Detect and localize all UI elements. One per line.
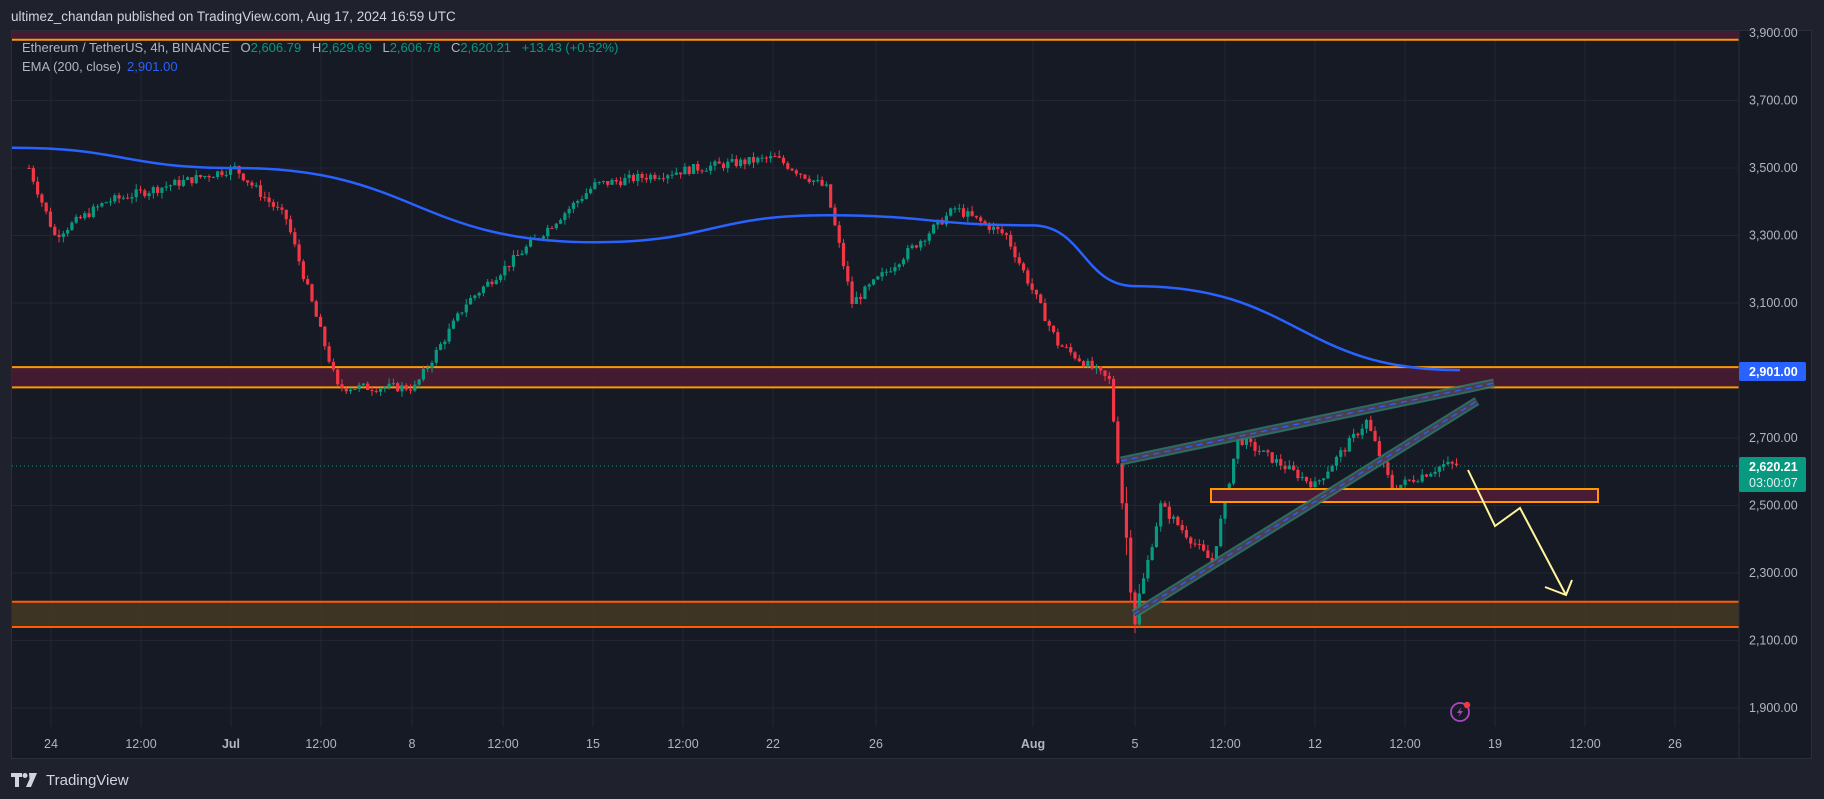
plot-area[interactable] [12, 29, 1739, 727]
candles [27, 150, 1459, 634]
current-price-badge: 2,620.21 03:00:07 [1739, 457, 1806, 492]
ema-price-badge: 2,901.00 [1739, 362, 1806, 381]
price-tick-label: 2,500.00 [1749, 499, 1798, 513]
support-zone-2200[interactable] [12, 600, 1739, 628]
time-tick-label: 26 [1668, 737, 1682, 751]
chart-legend: Ethereum / TetherUS, 4h, BINANCE O2,606.… [22, 38, 618, 76]
svg-text:2,901.00: 2,901.00 [1749, 365, 1798, 379]
time-tick-label: 12:00 [1389, 737, 1420, 751]
open-label: O [240, 40, 251, 55]
time-tick-label: 12:00 [1209, 737, 1240, 751]
tradingview-brand: TradingView [46, 771, 129, 789]
tradingview-logo-icon [11, 773, 37, 787]
time-tick-label: 8 [409, 737, 416, 751]
time-tick-label: Jul [222, 737, 240, 751]
time-tick-label: 5 [1132, 737, 1139, 751]
change-value: +13.43 (+0.52%) [521, 40, 619, 55]
close-label: C [450, 40, 461, 55]
low-value: 2,606.78 [389, 40, 441, 55]
ema-legend-row: EMA (200, close) 2,901.00 [22, 57, 618, 76]
price-tick-label: 2,300.00 [1749, 566, 1798, 580]
tradingview-footer: TradingView [11, 770, 129, 790]
time-tick-label: 12:00 [1569, 737, 1600, 751]
time-tick-label: 12 [1308, 737, 1322, 751]
price-tick-label: 1,900.00 [1749, 701, 1798, 715]
price-tick-label: 3,900.00 [1749, 26, 1798, 40]
ema-value: 2,901.00 [127, 59, 178, 74]
time-tick-label: 24 [44, 737, 58, 751]
symbol-legend-row: Ethereum / TetherUS, 4h, BINANCE O2,606.… [22, 38, 618, 57]
resistance-zone-2900[interactable] [12, 366, 1739, 389]
low-label: L [382, 40, 390, 55]
time-tick-label: 12:00 [487, 737, 518, 751]
price-axis[interactable]: 3,900.00 3,700.00 3,500.00 3,300.00 3,100.00… [1739, 26, 1806, 715]
high-label: H [311, 40, 322, 55]
price-tick-label: 3,100.00 [1749, 296, 1798, 310]
price-tick-label: 3,500.00 [1749, 161, 1798, 175]
wedge-upper-line[interactable] [1120, 378, 1495, 466]
ema-200-line[interactable] [12, 146, 1461, 372]
close-value: 2,620.21 [460, 40, 511, 55]
symbol-title[interactable]: Ethereum / TetherUS, 4h, BINANCE [22, 40, 230, 55]
time-tick-label: 19 [1488, 737, 1502, 751]
svg-text:2,620.21: 2,620.21 [1749, 460, 1798, 474]
wedge-lower-line[interactable] [1131, 397, 1480, 618]
time-tick-label: Aug [1021, 737, 1045, 751]
price-tick-label: 3,700.00 [1749, 94, 1798, 108]
time-tick-label: 22 [766, 737, 780, 751]
high-value: 2,629.69 [321, 40, 372, 55]
price-tick-label: 3,300.00 [1749, 229, 1798, 243]
top-resistance-zone[interactable] [12, 29, 1739, 41]
bearish-projection-arrow[interactable] [1467, 469, 1573, 597]
support-box-2540[interactable] [1210, 488, 1599, 503]
time-axis[interactable]: 24 12:00 Jul 12:00 8 12:00 15 12:00 22 26 Aug 5 12:0… [44, 737, 1682, 751]
ema-label[interactable]: EMA (200, close) [22, 59, 121, 74]
time-tick-label: 12:00 [667, 737, 698, 751]
svg-text:03:00:07: 03:00:07 [1749, 476, 1798, 490]
price-tick-label: 2,100.00 [1749, 634, 1798, 648]
price-tick-label: 2,700.00 [1749, 431, 1798, 445]
lightning-event-icon[interactable] [1450, 701, 1471, 722]
time-tick-label: 15 [586, 737, 600, 751]
time-tick-label: 12:00 [125, 737, 156, 751]
time-tick-label: 26 [869, 737, 883, 751]
published-info: ultimez_chandan published on TradingView… [11, 9, 456, 24]
chart-pane[interactable] [11, 30, 1812, 759]
time-tick-label: 12:00 [305, 737, 336, 751]
open-value: 2,606.79 [250, 40, 302, 55]
